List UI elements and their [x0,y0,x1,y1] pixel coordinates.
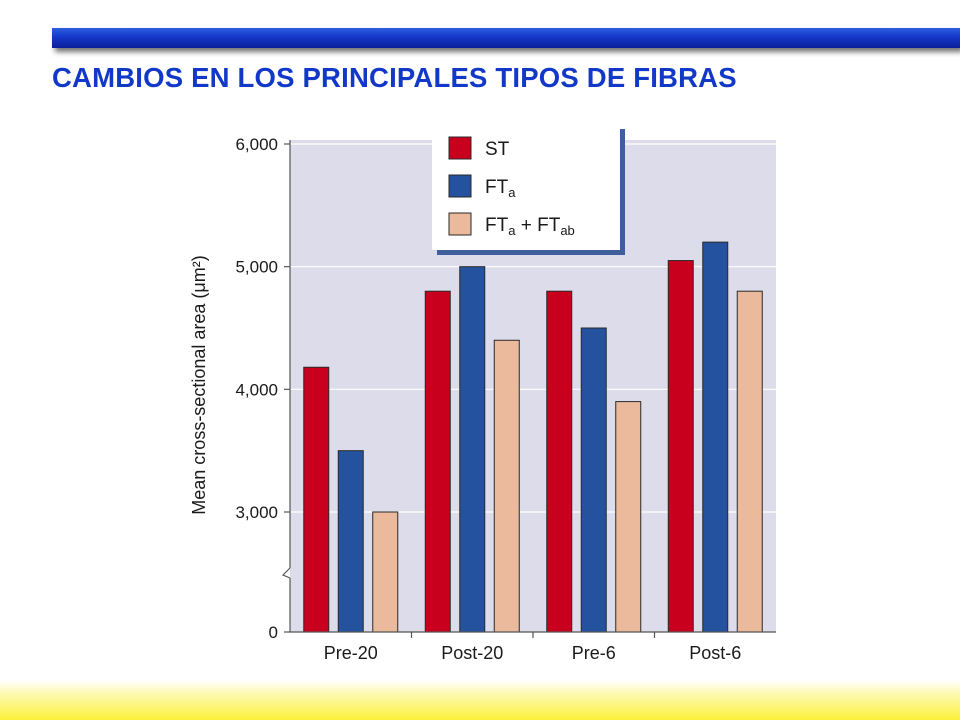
bar-fta-post-6 [702,241,729,633]
legend-label: ST [485,139,510,160]
bar-st-pre-6 [546,290,573,633]
bar-fta-ftab-post-6 [736,290,763,633]
bar-fta-ftab-post-20 [493,339,520,633]
bar-fta-pre-6 [580,327,607,633]
bar-fta-ftab-pre-6 [615,401,642,633]
legend: ST FTa FTa + FTab [432,124,625,255]
bar-fta-ftab-pre-20 [372,511,399,633]
x-tick-label: Pre-6 [572,643,616,663]
y-tick-label: 6,000 [235,135,278,154]
slide-title: CAMBIOS EN LOS PRINCIPALES TIPOS DE FIBR… [52,62,737,93]
y-tick-label: 3,000 [235,503,278,522]
bar-fta-post-20 [459,266,486,633]
legend-label: FTa [485,177,516,200]
bar-st-post-6 [667,260,694,633]
y-tick-label: 4,000 [235,380,278,399]
title-rule-bar [52,28,960,48]
y-tick-label: 0 [269,623,278,642]
bar-fta-pre-20 [337,450,364,633]
bar-st-pre-20 [303,366,330,633]
legend-swatch [448,212,472,236]
y-axis-label: Mean cross-sectional area (μm²) [189,255,209,514]
bars [303,241,763,633]
legend-label: FTa + FTab [485,215,575,238]
fiber-area-bar-chart: 0 3,000 4,000 5,000 6,000 Pre-20 Post-20 Pre-6 P… [189,124,776,663]
y-tick-label: 5,000 [235,258,278,277]
x-tick-label: Pre-20 [324,643,378,663]
axes: 0 3,000 4,000 5,000 6,000 Pre-20 Post-20 Pre-6 P… [235,135,776,663]
legend-swatch [448,174,472,198]
legend-swatch [448,136,472,160]
footer-gradient-band [0,680,960,720]
bar-st-post-20 [424,290,451,633]
axis-break-mark [281,567,291,579]
x-tick-label: Post-6 [689,643,741,663]
x-tick-label: Post-20 [441,643,503,663]
